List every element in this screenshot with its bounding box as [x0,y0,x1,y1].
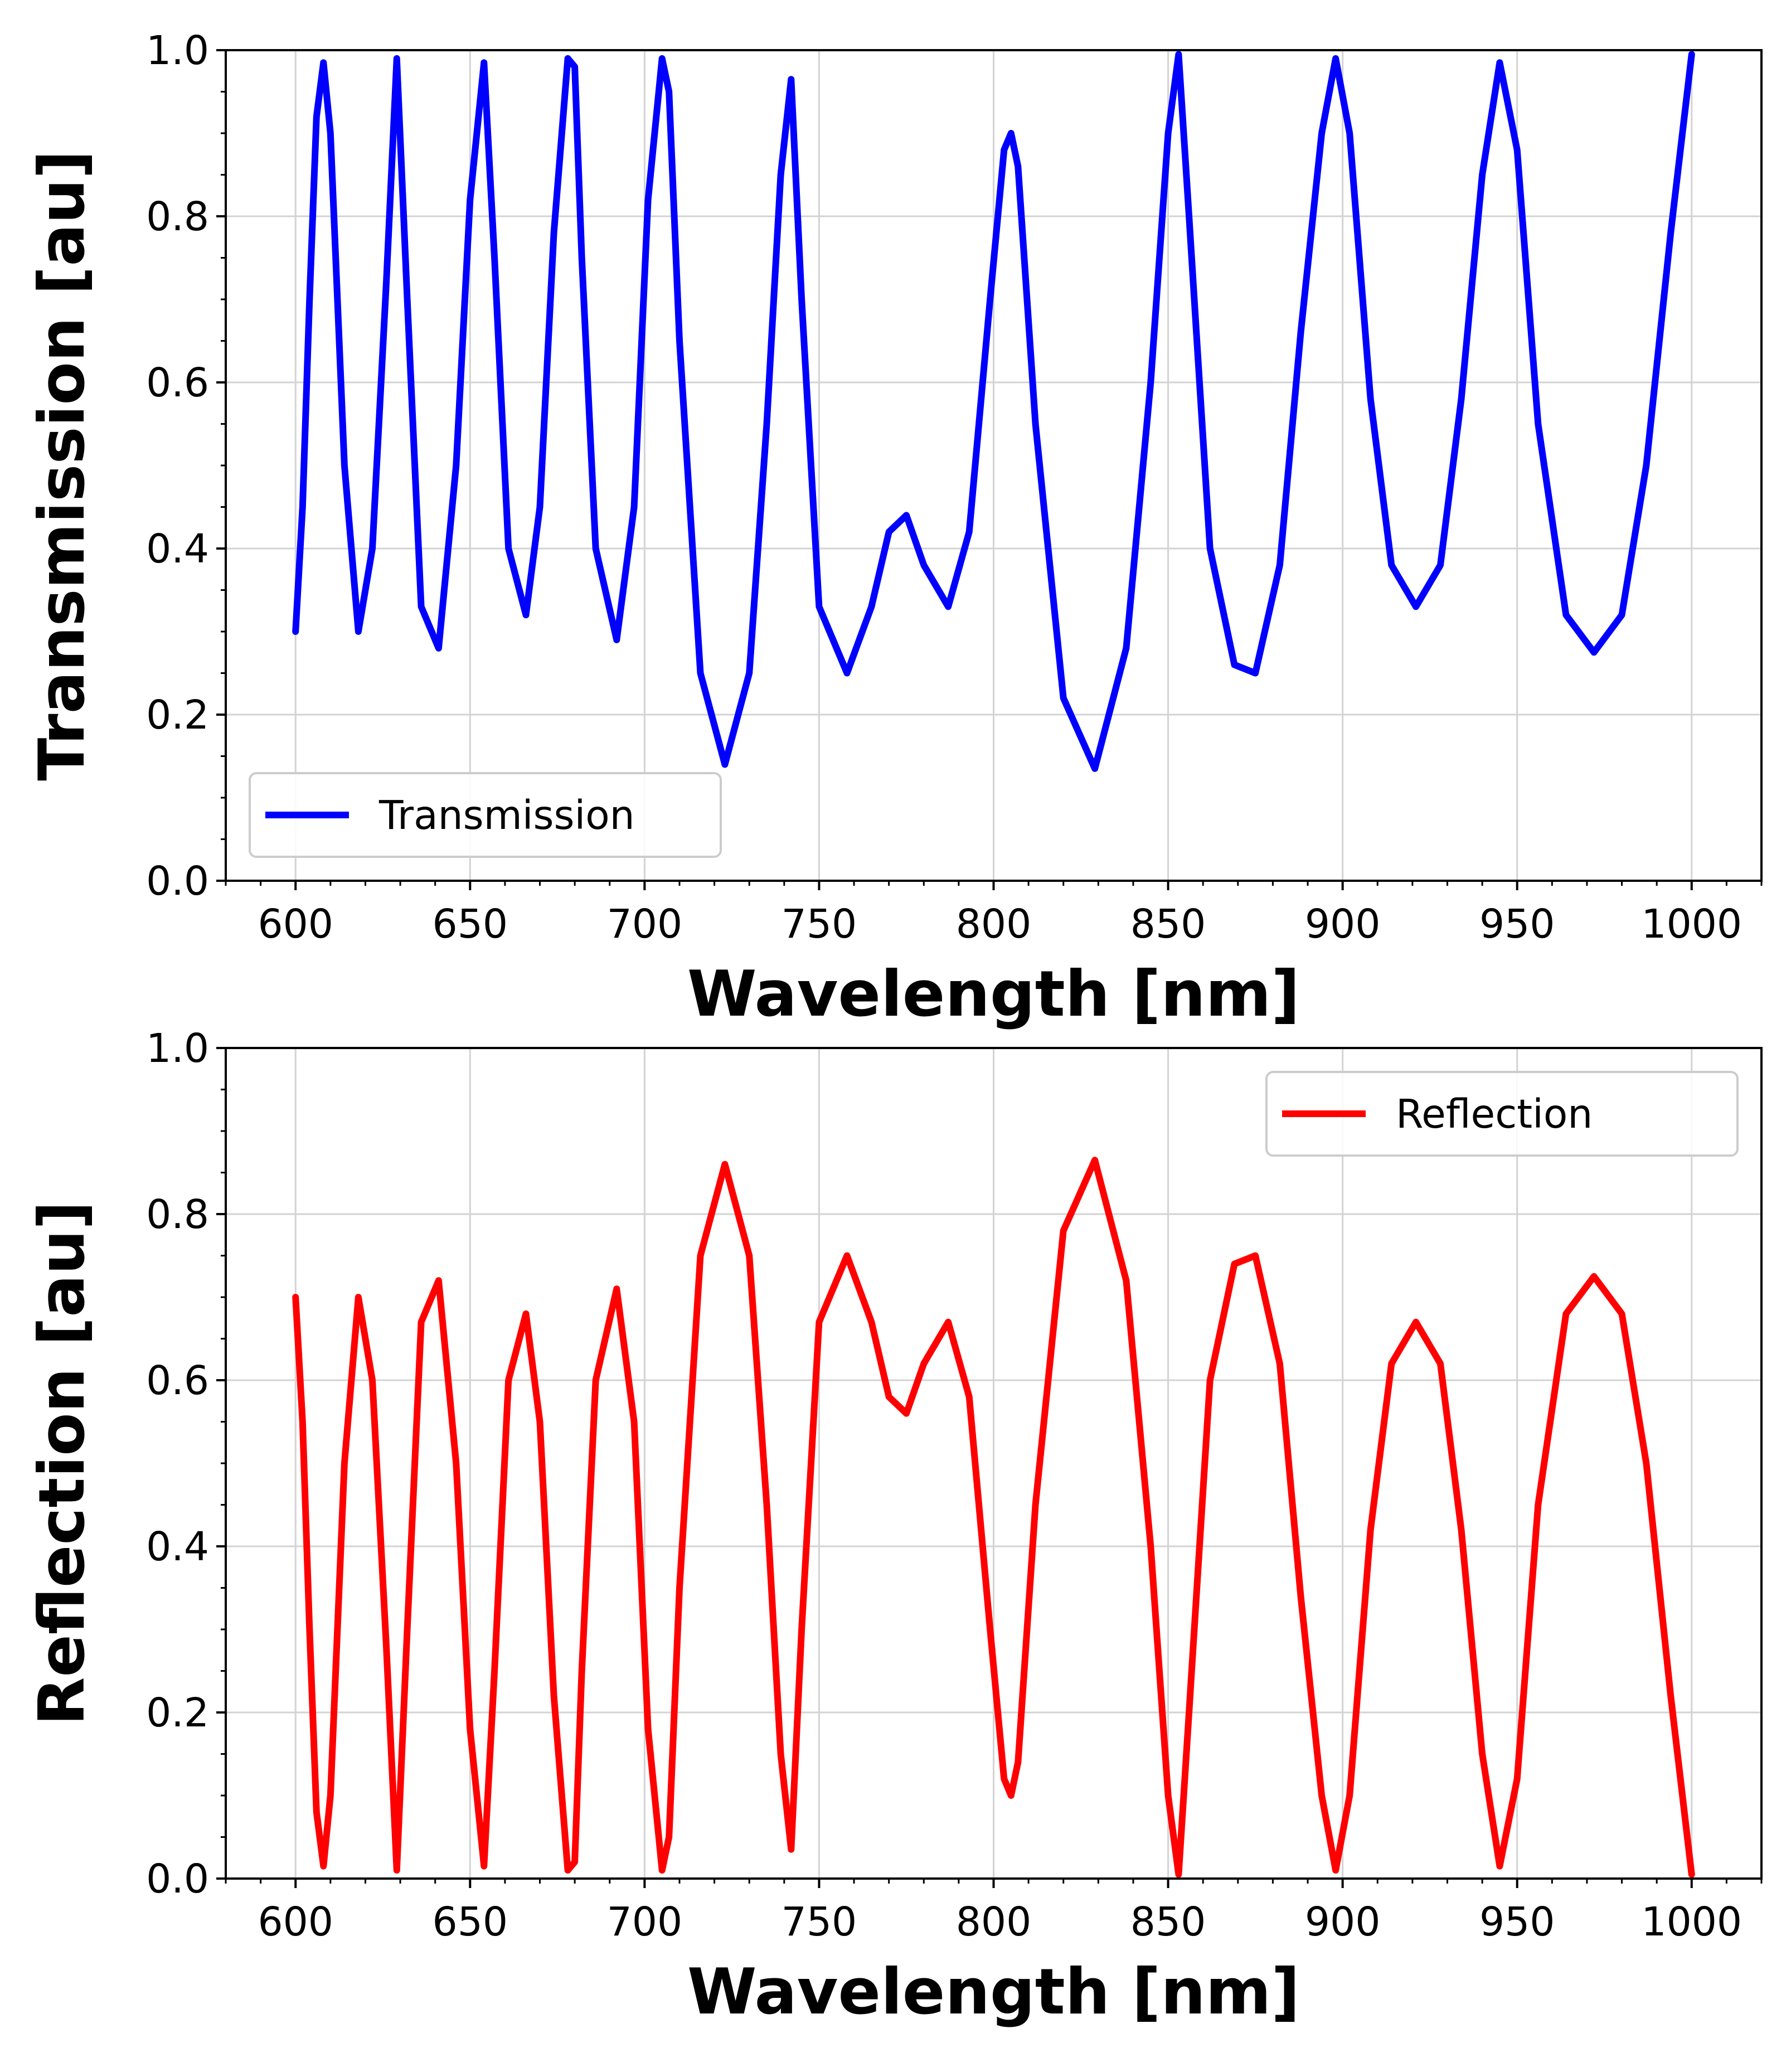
x-tick-label: 800 [956,901,1032,947]
y-axis-title: Transmission [au] [25,150,99,781]
x-tick-label: 1000 [1641,901,1742,947]
y-tick-label: 1.0 [146,27,209,74]
legend: Reflection [1265,1071,1739,1157]
x-tick-label: 900 [1305,901,1381,947]
transmission-chart: 600 650 700 750 800 850 900 950 1000 0.0 0.2 0.4 0.6… [25,27,1763,1031]
reflection-chart: 600 650 700 750 800 850 900 950 1000 0.0 0.2 0.4 0.6… [25,1025,1763,2029]
y-tick-label: 0.0 [146,1856,209,1902]
x-tick-label: 700 [607,1899,683,1945]
y-tick-label: 0.2 [146,692,209,738]
x-axis-title: Wavelength [nm] [687,1955,1300,2029]
y-axis-title: Reflection [au] [25,1201,99,1725]
x-tick-label: 950 [1479,1899,1555,1945]
x-tick-label: 600 [258,901,333,947]
y-tick-label: 1.0 [146,1025,209,1071]
y-tick-label: 0.8 [146,1191,209,1238]
y-tick-label: 0.8 [146,193,209,240]
legend: Transmission [249,772,722,858]
x-tick-label: 900 [1305,1899,1381,1945]
x-tick-label: 700 [607,901,683,947]
x-tick-label: 650 [433,901,508,947]
y-tick-label: 0.6 [146,1357,209,1404]
x-axis-title: Wavelength [nm] [687,957,1300,1031]
x-tick-label: 650 [433,1899,508,1945]
series-line [292,1157,1695,1878]
y-tick-label: 0.2 [146,1690,209,1736]
y-tick-label: 0.0 [146,858,209,904]
x-tick-label: 1000 [1641,1899,1742,1945]
series-line [292,51,1695,772]
x-tick-label: 850 [1130,901,1206,947]
legend-box [1265,1071,1739,1157]
y-tick-label: 0.4 [146,1523,209,1570]
x-tick-label: 950 [1479,901,1555,947]
y-tick-label: 0.6 [146,360,209,406]
x-tick-label: 750 [782,1899,857,1945]
x-tick-label: 600 [258,1899,333,1945]
legend-label: Reflection [1396,1091,1593,1137]
x-tick-label: 850 [1130,1899,1206,1945]
x-tick-label: 750 [782,901,857,947]
legend-box [249,772,722,858]
y-tick-label: 0.4 [146,526,209,572]
legend-label: Transmission [378,792,635,838]
x-tick-label: 800 [956,1899,1032,1945]
